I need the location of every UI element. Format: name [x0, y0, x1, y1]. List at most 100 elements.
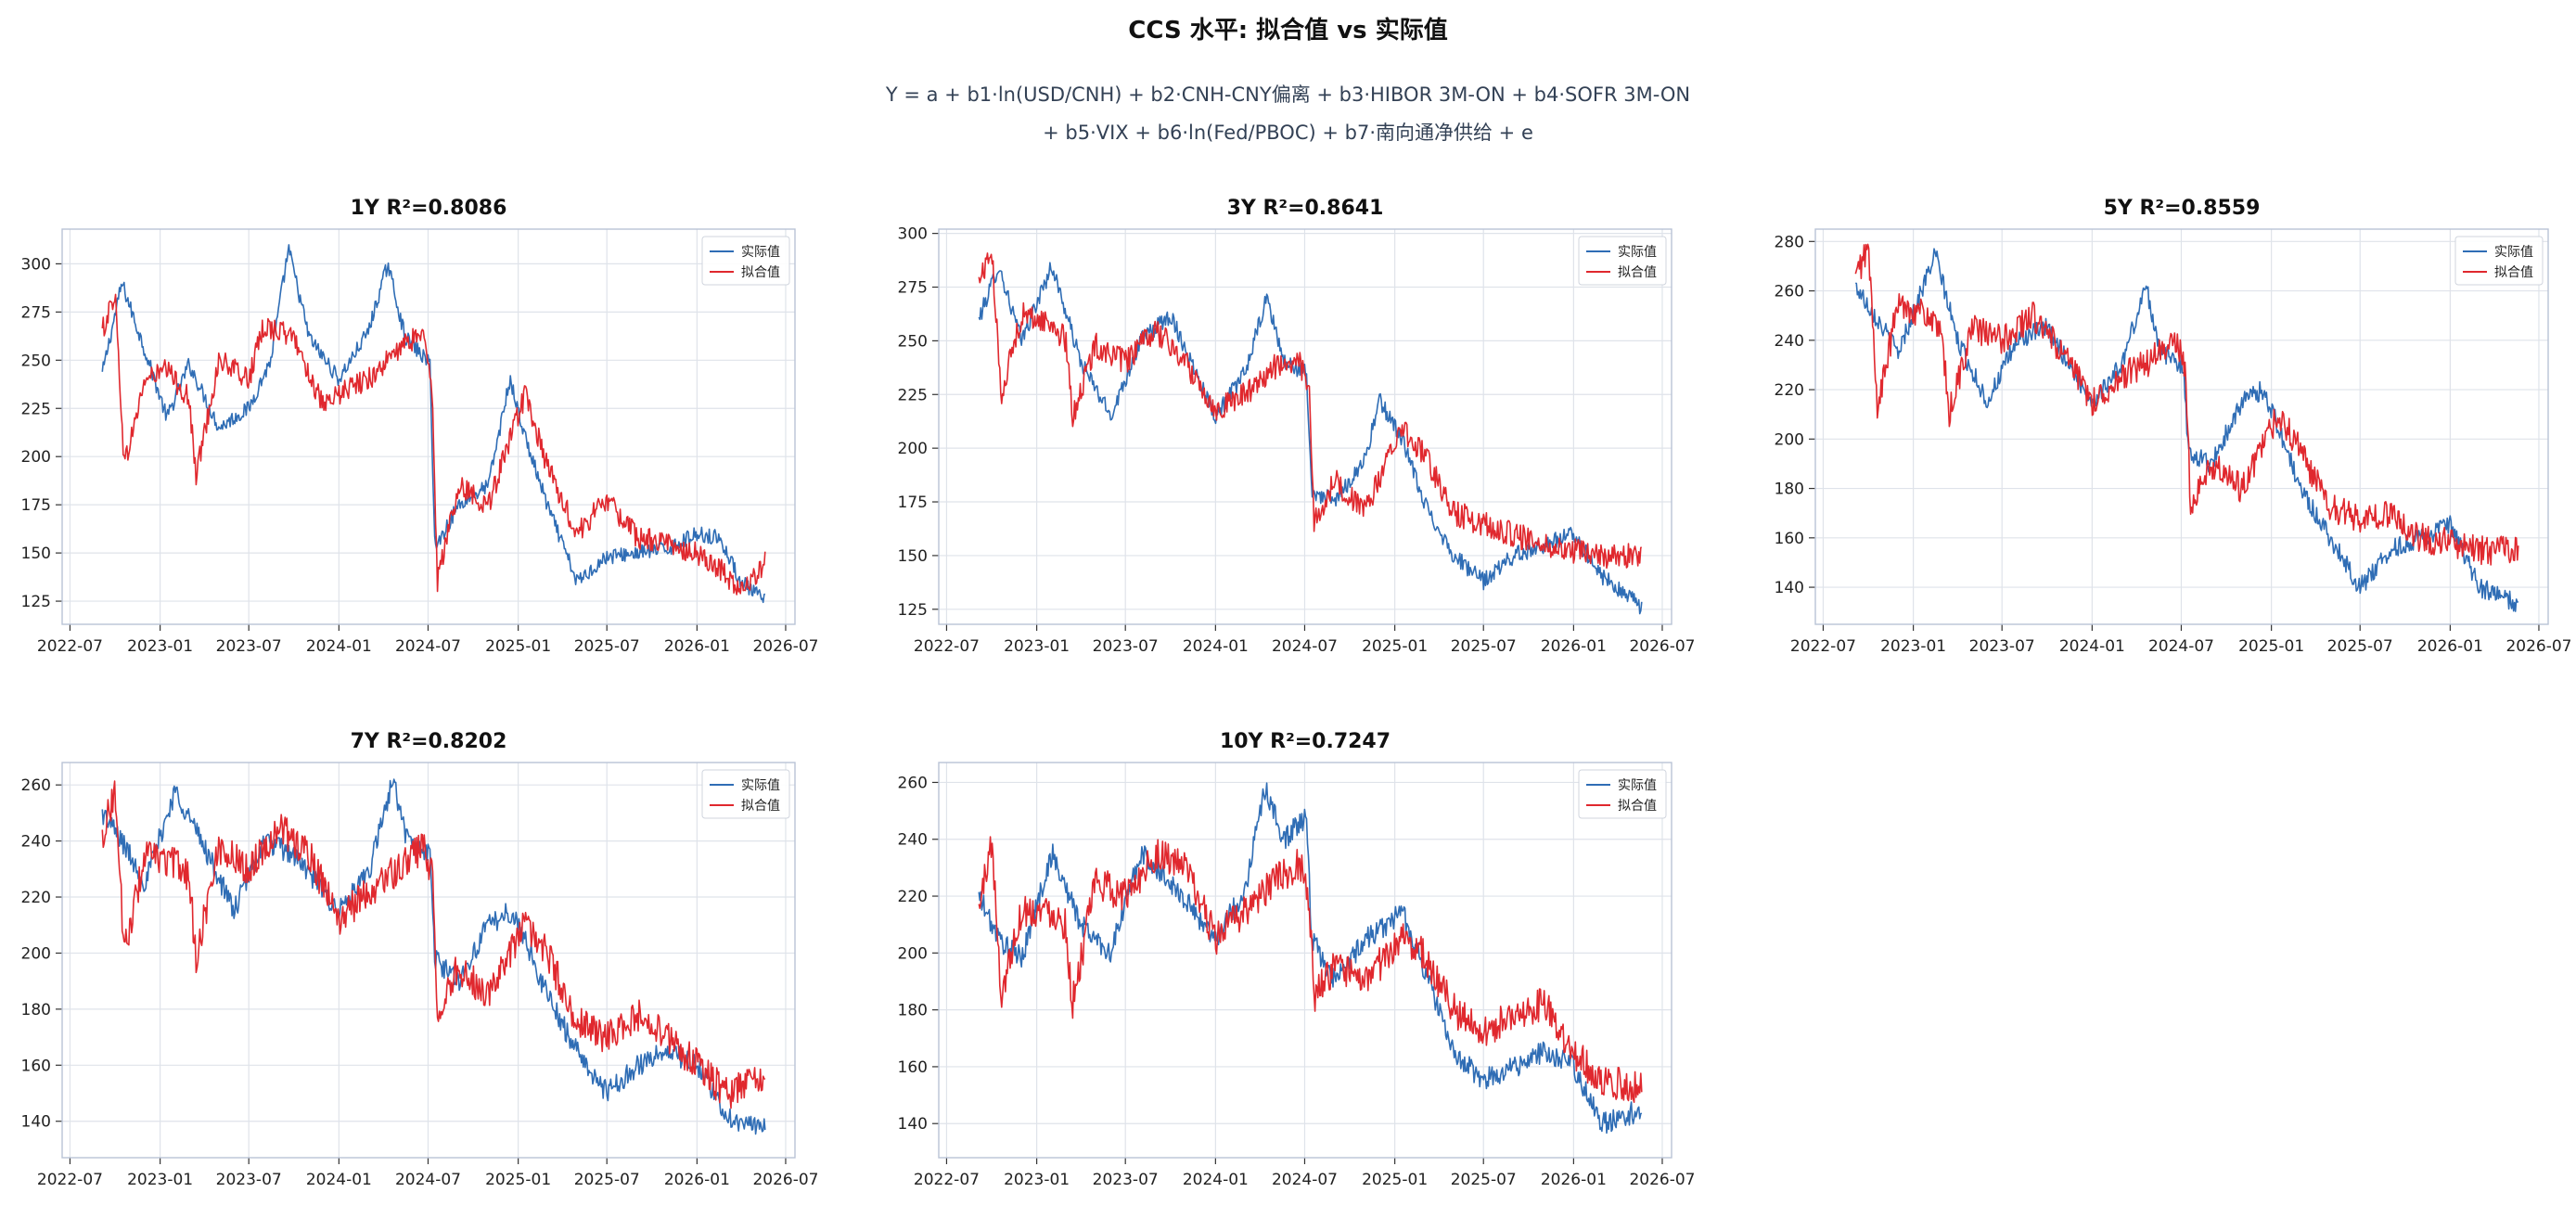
formula-line-2: + b5·VIX + b6·ln(Fed/PBOC) + b7·南向通净供给 +…: [1043, 122, 1533, 144]
legend-label: 拟合值: [741, 799, 780, 814]
x-tick-label: 2022-07: [1790, 637, 1856, 656]
series-line-actual: [978, 262, 1643, 615]
x-tick-label: 2023-07: [216, 1171, 282, 1189]
x-tick-label: 2026-01: [1541, 637, 1607, 656]
x-tick-label: 2025-01: [1362, 1171, 1428, 1189]
y-tick-label: 250: [21, 352, 51, 370]
y-tick-label: 260: [1775, 283, 1804, 301]
x-tick-label: 2024-07: [395, 1171, 461, 1189]
x-tick-label: 2026-01: [664, 1171, 730, 1189]
x-tick-label: 2026-01: [1541, 1171, 1607, 1189]
x-tick-label: 2024-07: [1272, 1171, 1338, 1189]
x-tick-label: 2025-07: [1451, 1171, 1517, 1189]
series-line-actual: [101, 778, 766, 1135]
grid: [62, 763, 795, 1158]
series-line-actual: [101, 244, 766, 604]
x-tick-label: 2025-07: [574, 1171, 640, 1189]
y-tick-label: 160: [898, 1058, 928, 1077]
formula-line-1: Y = a + b1·ln(USD/CNH) + b2·CNH-CNY偏离 + …: [885, 83, 1691, 106]
y-tick-label: 225: [21, 400, 51, 418]
y-tick-label: 160: [21, 1057, 51, 1075]
y-tick-label: 200: [1775, 430, 1804, 449]
legend-label: 实际值: [1618, 778, 1657, 793]
chart-3y: 3Y R²=0.8641 2022-07 2023-01 2023-07 2024-01…: [898, 197, 1696, 656]
legend-label: 实际值: [741, 778, 780, 793]
y-tick-label: 260: [898, 774, 928, 792]
x-tick-label: 2026-07: [2506, 637, 2571, 656]
y-tick-label: 125: [898, 601, 928, 620]
y-tick-label: 250: [898, 332, 928, 351]
y-tick-label: 140: [21, 1113, 51, 1132]
y-tick-label: 200: [21, 944, 51, 963]
y-tick-label: 150: [898, 547, 928, 566]
x-tick-label: 2024-01: [1183, 1171, 1249, 1189]
x-tick-label: 2025-01: [485, 1171, 551, 1189]
series-line-fitted: [978, 252, 1642, 570]
y-tick-label: 180: [1775, 481, 1804, 499]
y-tick-label: 175: [898, 494, 928, 512]
x-tick-label: 2024-07: [2148, 637, 2214, 656]
y-tick-label: 260: [21, 776, 51, 795]
x-tick-label: 2026-01: [664, 637, 730, 656]
x-tick-label: 2024-07: [1272, 637, 1338, 656]
x-tick-label: 2026-01: [2417, 637, 2483, 656]
x-tick-label: 2024-01: [306, 637, 372, 656]
legend-label: 拟合值: [1618, 265, 1657, 280]
grid: [939, 763, 1672, 1158]
x-tick-label: 2024-07: [395, 637, 461, 656]
chart-5y: 5Y R²=0.8559 2022-07 2023-01 2023-07 2024-01…: [1775, 197, 2572, 656]
y-tick-label: 180: [898, 1002, 928, 1020]
y-tick-label: 150: [21, 545, 51, 563]
y-tick-label: 180: [21, 1001, 51, 1019]
x-tick-label: 2023-01: [1004, 637, 1070, 656]
x-tick-label: 2022-07: [914, 637, 980, 656]
panel-title: 5Y R²=0.8559: [2104, 197, 2261, 220]
series-line-actual: [1854, 248, 2519, 612]
x-tick-label: 2024-01: [306, 1171, 372, 1189]
x-tick-label: 2024-01: [2059, 637, 2125, 656]
x-tick-label: 2023-01: [1880, 637, 1946, 656]
panel-title: 3Y R²=0.8641: [1227, 197, 1384, 220]
y-tick-label: 275: [21, 303, 51, 322]
x-tick-label: 2023-07: [1093, 1171, 1159, 1189]
y-tick-label: 200: [21, 448, 51, 467]
series-line-fitted: [1854, 243, 2519, 566]
panel-title: 1Y R²=0.8086: [351, 197, 507, 220]
y-tick-label: 280: [1775, 233, 1804, 251]
grid: [62, 229, 795, 624]
x-tick-label: 2023-07: [1969, 637, 2035, 656]
series-line-actual: [978, 782, 1643, 1134]
x-tick-label: 2023-01: [127, 637, 193, 656]
y-tick-label: 125: [21, 593, 51, 611]
x-tick-label: 2022-07: [914, 1171, 980, 1189]
x-tick-label: 2025-01: [1362, 637, 1428, 656]
series-line-fitted: [101, 293, 766, 596]
plot-frame: [61, 228, 796, 625]
legend-label: 拟合值: [1618, 799, 1657, 814]
y-tick-label: 300: [898, 225, 928, 244]
x-tick-label: 2026-07: [1629, 637, 1695, 656]
plot-frame: [61, 762, 796, 1159]
x-tick-label: 2025-01: [485, 637, 551, 656]
series-line-fitted: [101, 780, 766, 1109]
legend-label: 拟合值: [2494, 265, 2533, 280]
x-tick-label: 2026-07: [752, 637, 818, 656]
legend-label: 实际值: [741, 245, 780, 260]
y-tick-label: 275: [898, 279, 928, 298]
y-tick-label: 240: [898, 831, 928, 850]
y-tick-label: 175: [21, 496, 51, 515]
x-tick-label: 2025-07: [1451, 637, 1517, 656]
x-tick-label: 2023-01: [127, 1171, 193, 1189]
panel-title: 10Y R²=0.7247: [1220, 730, 1391, 753]
y-tick-label: 140: [1775, 579, 1804, 597]
y-tick-label: 160: [1775, 530, 1804, 548]
y-tick-label: 220: [21, 889, 51, 907]
x-tick-label: 2024-01: [1183, 637, 1249, 656]
y-tick-label: 225: [898, 386, 928, 404]
x-tick-label: 2022-07: [37, 1171, 103, 1189]
y-tick-label: 220: [898, 888, 928, 906]
